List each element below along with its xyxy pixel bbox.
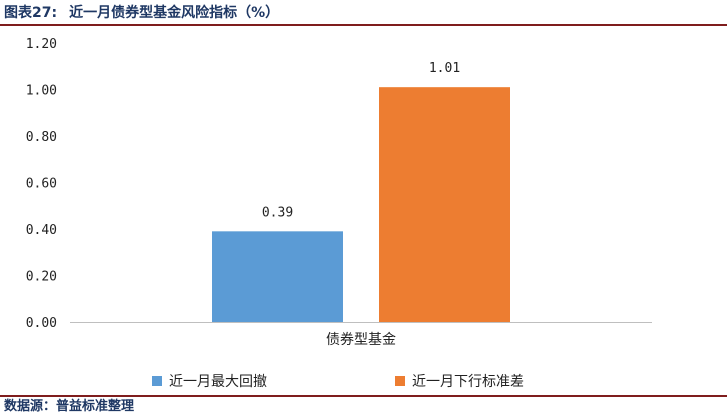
figure-label: 图表27: [4, 5, 58, 21]
figure-title: 图表27: 近一月债券型基金风险指标（%） [4, 3, 723, 25]
data-label-group: 0.39 1.01 [262, 61, 460, 220]
source-note: 数据源：普益标准整理 [4, 399, 135, 414]
bar-max-drawdown [212, 231, 343, 322]
title-divider [0, 24, 727, 26]
y-tick-label: 1.00 [26, 84, 57, 99]
y-tick-label: 0.00 [26, 316, 57, 331]
y-tick-label: 1.20 [26, 37, 57, 52]
category-label-group: 债券型基金 [326, 331, 396, 348]
legend-item-downside-std: 近一月下行标准差 [395, 374, 524, 390]
legend-label: 近一月下行标准差 [412, 374, 524, 390]
data-label: 1.01 [429, 61, 460, 76]
data-label: 0.39 [262, 205, 293, 220]
legend-swatch [395, 376, 405, 386]
chart-title: 近一月债券型基金风险指标（%） [69, 5, 280, 21]
legend: 近一月最大回撤 近一月下行标准差 [152, 374, 524, 390]
bar-group [212, 87, 510, 322]
y-tick-label: 0.60 [26, 177, 57, 192]
y-tick-label: 0.40 [26, 223, 57, 238]
legend-label: 近一月最大回撤 [169, 374, 267, 390]
y-axis-tick-labels: 0.00 0.20 0.40 0.60 0.80 1.00 1.20 [26, 37, 57, 331]
y-tick-label: 0.20 [26, 270, 57, 285]
legend-swatch [152, 376, 162, 386]
source-divider [0, 395, 727, 397]
x-category-label: 债券型基金 [326, 331, 396, 348]
legend-item-max-drawdown: 近一月最大回撤 [152, 374, 267, 390]
y-tick-label: 0.80 [26, 130, 57, 145]
bar-downside-std [379, 87, 510, 322]
